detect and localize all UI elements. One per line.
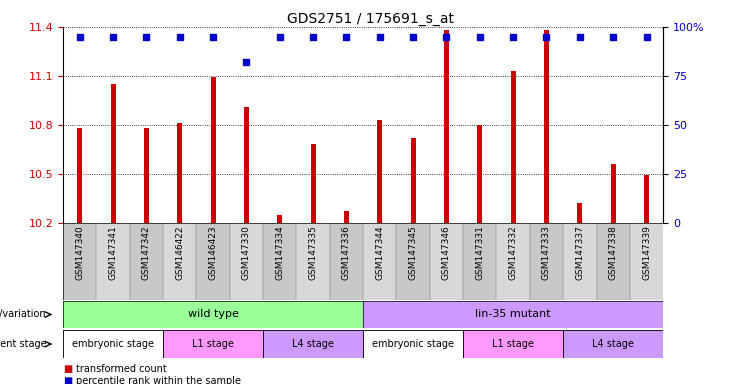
Bar [463,330,563,358]
Bar [363,223,396,300]
Bar [644,175,649,223]
Text: L4 stage: L4 stage [592,339,634,349]
Bar [396,223,430,300]
Bar [363,301,663,328]
Text: ■: ■ [63,376,72,384]
Bar [63,330,163,358]
Text: L1 stage: L1 stage [192,339,234,349]
Text: GSM147344: GSM147344 [375,225,385,280]
Bar [163,223,196,300]
Text: GSM147330: GSM147330 [242,225,251,280]
Bar [110,84,116,223]
Bar [511,71,516,223]
Text: genotype/variation: genotype/variation [0,310,46,319]
Bar [477,125,482,223]
Bar [263,330,363,358]
Text: GDS2751 / 175691_s_at: GDS2751 / 175691_s_at [287,12,454,25]
Bar [277,215,282,223]
Text: percentile rank within the sample: percentile rank within the sample [76,376,242,384]
Bar [244,107,249,223]
Bar [563,223,597,300]
Text: GSM147333: GSM147333 [542,225,551,280]
Text: GSM147337: GSM147337 [575,225,585,280]
Bar [263,223,296,300]
Text: GSM146423: GSM146423 [208,225,218,280]
Text: transformed count: transformed count [76,364,167,374]
Bar [344,211,349,223]
Bar [463,223,496,300]
Bar [130,223,163,300]
Bar [196,223,230,300]
Bar [310,144,316,223]
Bar [144,128,149,223]
Text: embryonic stage: embryonic stage [72,339,154,349]
Text: embryonic stage: embryonic stage [372,339,454,349]
Bar [430,223,463,300]
Bar [210,78,216,223]
Text: wild type: wild type [187,310,239,319]
Bar [411,138,416,223]
Bar [363,330,463,358]
Bar [163,330,263,358]
Bar [630,223,663,300]
Bar [496,223,530,300]
Bar [530,223,563,300]
Text: L4 stage: L4 stage [292,339,334,349]
Text: GSM147331: GSM147331 [475,225,485,280]
Text: GSM147334: GSM147334 [275,225,285,280]
Text: L1 stage: L1 stage [492,339,534,349]
Bar [444,30,449,223]
Bar [563,330,663,358]
Bar [296,223,330,300]
Text: GSM147340: GSM147340 [75,225,84,280]
Bar [611,164,616,223]
Bar [597,223,630,300]
Bar [96,223,130,300]
Text: ■: ■ [63,364,72,374]
Bar [377,120,382,223]
Bar [544,30,549,223]
Bar [77,128,82,223]
Text: GSM147335: GSM147335 [308,225,318,280]
Bar [177,123,182,223]
Bar [63,301,363,328]
Text: GSM147332: GSM147332 [508,225,518,280]
Bar [330,223,363,300]
Bar [577,203,582,223]
Text: GSM146422: GSM146422 [175,225,185,280]
Bar [230,223,263,300]
Text: lin-35 mutant: lin-35 mutant [475,310,551,319]
Text: GSM147342: GSM147342 [142,225,151,280]
Text: GSM147336: GSM147336 [342,225,351,280]
Text: GSM147345: GSM147345 [408,225,418,280]
Text: development stage: development stage [0,339,46,349]
Bar [63,223,96,300]
Text: GSM147341: GSM147341 [108,225,118,280]
Text: GSM147338: GSM147338 [608,225,618,280]
Text: GSM147339: GSM147339 [642,225,651,280]
Text: GSM147346: GSM147346 [442,225,451,280]
